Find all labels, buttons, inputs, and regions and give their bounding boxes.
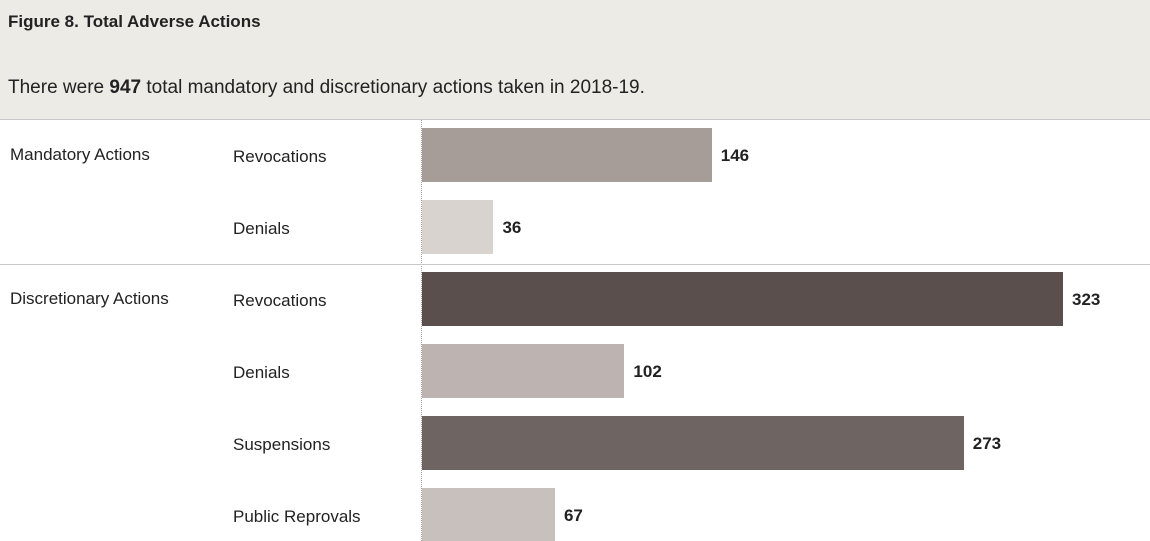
category-label: Denials — [233, 219, 290, 238]
category-label: Revocations — [233, 147, 327, 166]
value-label: 146 — [720, 146, 750, 165]
category-label: Revocations — [233, 291, 327, 310]
value-label: 67 — [563, 506, 583, 525]
category-label: Denials — [233, 363, 290, 382]
value-label: 323 — [1072, 290, 1101, 309]
category-label: Public Reprovals — [233, 507, 361, 526]
bar — [422, 488, 555, 541]
subtitle-text: total mandatory and discretionary action… — [146, 77, 645, 98]
bar — [422, 200, 494, 254]
bar — [422, 416, 964, 470]
bar — [422, 344, 625, 398]
value-label: 36 — [502, 218, 522, 237]
value-label: 273 — [972, 434, 1002, 453]
group-label: Discretionary Actions — [10, 289, 169, 308]
header: Figure 8. Total Adverse Actions There we… — [0, 0, 1150, 120]
bar — [422, 272, 1063, 326]
subtitle-text: There were — [8, 77, 105, 98]
chart-subtitle: There were 947 total mandatory and discr… — [8, 77, 645, 99]
value-label: 102 — [633, 362, 662, 381]
baseline — [421, 120, 422, 541]
chart-title: Figure 8. Total Adverse Actions — [8, 12, 261, 31]
group-separator — [0, 264, 1150, 265]
bar — [422, 128, 712, 182]
group-label: Mandatory Actions — [10, 145, 150, 164]
subtitle-highlight: 947 — [109, 77, 142, 98]
category-label: Suspensions — [233, 435, 331, 454]
